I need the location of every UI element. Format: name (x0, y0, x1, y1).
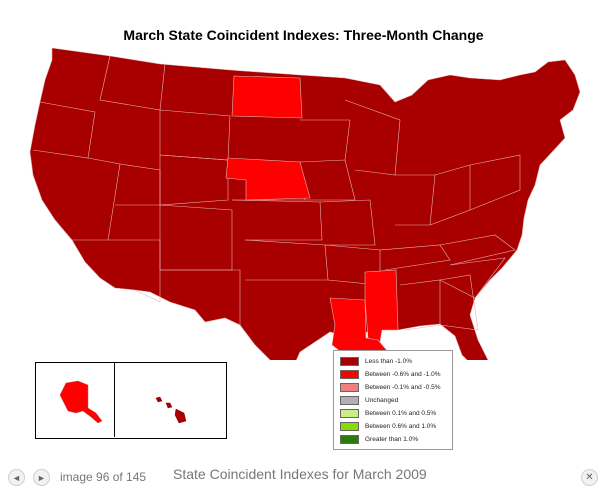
us-choropleth-map (29, 47, 581, 360)
legend-label: Between 0.1% and 0.5% (365, 410, 437, 417)
legend-swatch (340, 409, 359, 418)
map-title: March State Coincident Indexes: Three-Mo… (123, 27, 484, 43)
state-alaska (59, 380, 103, 424)
legend-item: Less than -1.0% (340, 357, 412, 366)
legend-label: Between -0.6% and -1.0% (365, 371, 441, 378)
legend-label: Between -0.1% and -0.5% (365, 384, 441, 391)
state-louisiana (329, 297, 396, 360)
legend-swatch (340, 396, 359, 405)
close-icon[interactable]: ✕ (581, 469, 598, 486)
legend-item: Between 0.1% and 0.5% (340, 409, 436, 418)
legend-label: Less than -1.0% (365, 358, 412, 365)
next-arrow-icon[interactable]: ► (33, 469, 50, 486)
us-mainland (29, 47, 581, 360)
legend-label: Greater than 1.0% (365, 436, 419, 443)
image-counter: image 96 of 145 (60, 470, 147, 484)
legend-swatch (340, 383, 359, 392)
alaska-hawaii-inset (35, 362, 227, 439)
legend-item: Greater than 1.0% (340, 435, 418, 444)
image-caption: State Coincident Indexes for March 2009 (173, 466, 427, 482)
legend-label: Unchanged (365, 397, 399, 404)
legend-item: Between -0.1% and -0.5% (340, 383, 441, 392)
legend-swatch (340, 370, 359, 379)
legend-item: Between 0.6% and 1.0% (340, 422, 436, 431)
state-hawaii (155, 396, 187, 424)
state-mississippi (364, 269, 399, 343)
legend-swatch (340, 422, 359, 431)
inset-map (59, 380, 187, 424)
inset-divider (114, 362, 115, 437)
legend-swatch (340, 435, 359, 444)
legend-label: Between 0.6% and 1.0% (365, 423, 437, 430)
legend-swatch (340, 357, 359, 366)
prev-arrow-icon[interactable]: ◄ (8, 469, 25, 486)
legend-item: Unchanged (340, 396, 398, 405)
state-nebraska (225, 157, 311, 201)
state-north-dakota (231, 75, 303, 119)
map-legend: Less than -1.0% Between -0.6% and -1.0% Be… (333, 350, 453, 450)
legend-item: Between -0.6% and -1.0% (340, 370, 441, 379)
